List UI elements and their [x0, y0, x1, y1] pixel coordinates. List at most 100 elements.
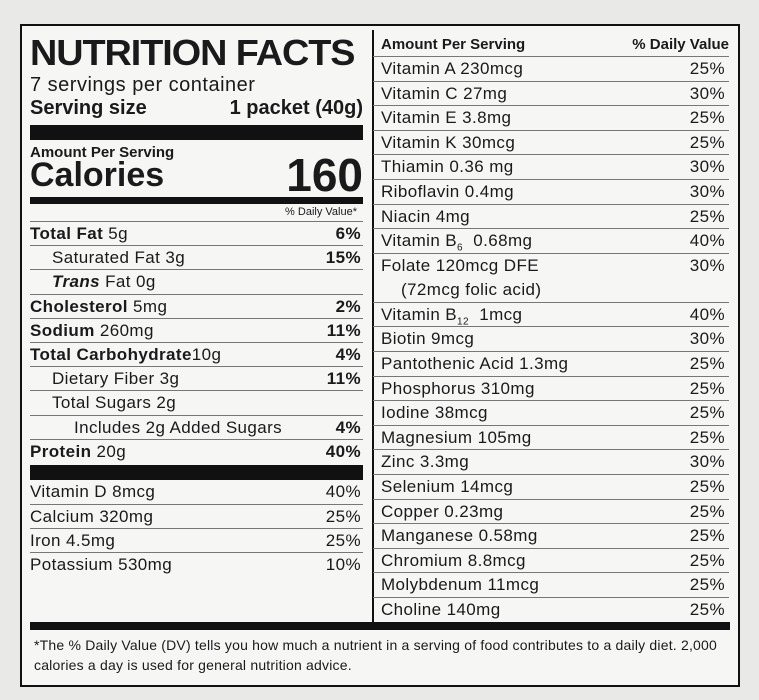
- nutrient-dv: 2%: [335, 296, 361, 316]
- vitamin-dv: 25%: [689, 132, 725, 152]
- nutrient-name: Total Sugars: [52, 393, 152, 413]
- divider-thick: [30, 622, 730, 630]
- vitamin-dv: 25%: [689, 378, 725, 398]
- nutrient-amount: 3g: [165, 248, 186, 268]
- vitamin-row: Potassium 530mg 10%: [30, 552, 363, 576]
- divider-thick: [30, 125, 363, 140]
- vitamin-row: Magnesium 105mg 25%: [373, 424, 729, 450]
- nutrient-row-trans-fat: Trans Fat 0g: [30, 269, 363, 293]
- nutrient-dv: 11%: [326, 369, 361, 389]
- nutrient-name: Protein: [30, 441, 92, 461]
- right-header-label: Amount Per Serving: [381, 36, 526, 53]
- vitamin-name: Potassium 530mg: [30, 555, 173, 575]
- vitamin-name: Magnesium 105mg: [381, 427, 532, 447]
- nutrient-row-total-fat: Total Fat 5g 6%: [30, 221, 363, 245]
- vitamin-name: Choline 140mg: [381, 599, 501, 619]
- vitamin-name: Vitamin B6 0.68mg: [381, 231, 533, 254]
- footnote: *The % Daily Value (DV) tells you how mu…: [34, 637, 717, 673]
- right-column: Amount Per Serving % Daily Value Vitamin…: [373, 34, 729, 621]
- vitamin-row: Riboflavin 0.4mg 30%: [373, 178, 729, 204]
- vitamin-name: Pantothenic Acid 1.3mg: [381, 353, 569, 373]
- vitamin-name: Biotin 9mcg: [381, 329, 475, 349]
- vitamin-dv: 30%: [689, 181, 725, 201]
- vitamin-dv: 25%: [689, 108, 725, 128]
- calories-row: Calories 160: [30, 152, 363, 198]
- nutrient-row-saturated-fat: Saturated Fat 3g 15%: [30, 245, 363, 269]
- vitamin-row: Copper 0.23mg 25%: [373, 498, 729, 524]
- vitamin-dv: 25%: [689, 575, 725, 595]
- vitamin-name: Selenium 14mcg: [381, 476, 514, 496]
- vitamin-name: Iron 4.5mg: [30, 531, 116, 551]
- vitamin-name: Calcium 320mg: [30, 507, 154, 527]
- vitamin-row: Chromium 8.8mcg 25%: [373, 547, 729, 573]
- right-header: Amount Per Serving % Daily Value: [373, 34, 729, 56]
- amount-per-serving: Amount Per Serving: [30, 144, 175, 161]
- nutrient-row-dietary-fiber: Dietary Fiber 3g 11%: [30, 366, 363, 390]
- vitamin-row: Vitamin E 3.8mg 25%: [373, 105, 729, 130]
- nutrient-name: Total Fat: [30, 224, 104, 243]
- daily-value-header: % Daily Value*: [285, 206, 357, 218]
- vitamin-dv: 25%: [689, 59, 725, 78]
- vitamin-name: Vitamin A 230mcg: [381, 59, 524, 78]
- divider-medium: [30, 197, 363, 204]
- vitamin-name: Molybdenum 11mcg: [381, 575, 540, 595]
- vitamin-name: Vitamin C 27mg: [381, 83, 508, 103]
- nutrient-amount: 5g: [108, 224, 129, 243]
- vitamin-row: Iodine 38mcg 25%: [373, 400, 729, 425]
- vitamin-name: Vitamin D 8mcg: [30, 481, 156, 501]
- servings-per-container: 7 servings per container: [30, 74, 256, 96]
- nutrient-row-sodium: Sodium 260mg 11%: [30, 317, 363, 342]
- vitamin-row: Biotin 9mcg 30%: [373, 326, 729, 351]
- vitamin-dv: 10%: [325, 555, 361, 575]
- nutrient-row-cholesterol: Cholesterol 5mg 2%: [30, 293, 363, 318]
- nutrient-dv: 15%: [325, 248, 361, 268]
- vitamin-dv: 30%: [689, 255, 725, 275]
- vitamin-row: Vitamin C 27mg 30%: [373, 80, 729, 106]
- vitamin-dv: 25%: [689, 476, 725, 496]
- calories-label: Calories: [30, 156, 165, 194]
- vitamin-row: Choline 140mg 25%: [373, 596, 729, 622]
- nutrient-amount: 3g: [159, 369, 180, 389]
- nutrition-label: NUTRITION FACTS 7 servings per container…: [20, 24, 740, 687]
- vitamin-dv: 40%: [689, 304, 725, 324]
- vitamin-row: Vitamin D 8mcg 40%: [30, 480, 363, 504]
- vitamin-dv: 25%: [689, 427, 725, 447]
- vitamin-dv: 30%: [689, 329, 725, 349]
- vitamin-row: Molybdenum 11mcg 25%: [373, 572, 729, 597]
- nutrient-row-added-sugars: Includes 2g Added Sugars 4%: [30, 414, 363, 439]
- vitamin-row: Vitamin B12 1mcg 40%: [373, 301, 729, 327]
- vitamin-row: Vitamin K 30mcg 25%: [373, 129, 729, 155]
- nutrient-name: Sodium: [30, 320, 95, 340]
- serving-size-value: 1 packet (40g): [229, 97, 363, 119]
- nutrient-row-total-carbohydrate: Total Carbohydrate10g 4%: [30, 341, 363, 366]
- vitamin-name: Phosphorus 310mg: [381, 378, 535, 398]
- nutrient-name: Total Carbohydrate: [30, 344, 192, 364]
- vitamin-name: Zinc 3.3mg: [381, 452, 470, 472]
- nutrient-dv: 4%: [335, 417, 361, 437]
- vitamin-name: Copper 0.23mg: [381, 501, 504, 521]
- left-column: NUTRITION FACTS 7 servings per container…: [30, 34, 363, 577]
- vitamin-dv: 25%: [689, 353, 725, 373]
- nutrient-dv: 40%: [325, 441, 361, 461]
- vitamin-name: Manganese 0.58mg: [381, 526, 538, 546]
- nutrient-name: Cholesterol: [30, 296, 128, 316]
- vitamin-dv: 25%: [325, 531, 361, 551]
- vitamin-row: Vitamin B6 0.68mg 40%: [373, 228, 729, 254]
- vitamin-row: Phosphorus 310mg 25%: [373, 375, 729, 401]
- label-title: NUTRITION FACTS: [30, 32, 355, 73]
- nutrient-amount: 20g: [96, 441, 127, 461]
- vitamin-row: Zinc 3.3mg 30%: [373, 449, 729, 474]
- vitamin-dv: 25%: [689, 501, 725, 521]
- nutrient-row-protein: Protein 20g 40%: [30, 438, 363, 463]
- nutrient-dv: 11%: [326, 320, 361, 340]
- nutrient-name: Trans: [52, 272, 100, 292]
- divider-thick: [30, 464, 363, 480]
- nutrient-amount: 5mg: [133, 296, 168, 316]
- right-rows: Vitamin A 230mcg 25% Vitamin C 27mg 30% Vita…: [373, 56, 729, 621]
- column-divider: [372, 30, 374, 622]
- nutrient-dv: 4%: [335, 344, 361, 364]
- vitamin-row: Pantothenic Acid 1.3mg 25%: [373, 350, 729, 376]
- nutrient-row-total-sugars: Total Sugars 2g: [30, 390, 363, 414]
- vitamin-row: Niacin 4mg 25%: [373, 203, 729, 229]
- vitamin-dv: 25%: [689, 550, 725, 570]
